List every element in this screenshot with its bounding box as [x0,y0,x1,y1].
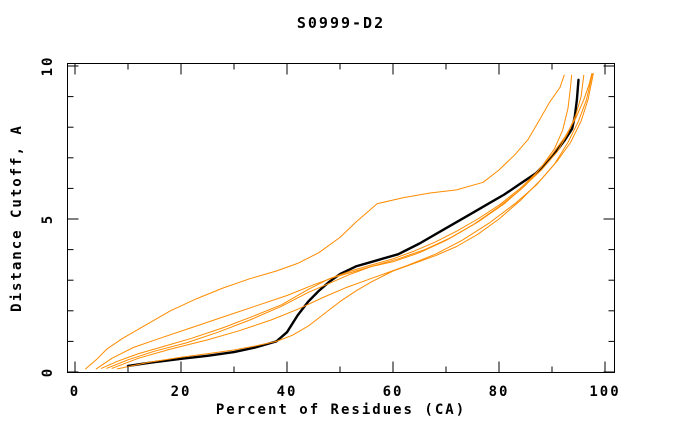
x-tick-label: 0 [70,384,80,400]
curve-orange-2 [101,73,593,369]
curve-orange-6 [95,74,573,370]
curve-orange-4 [111,73,593,369]
y-tick-label: 10 [40,56,56,77]
curve-orange-5 [116,73,594,370]
x-tick-label: 20 [171,384,192,400]
x-tick-label: 60 [383,384,404,400]
y-tick-label: 0 [40,367,56,377]
x-tick-label: 100 [589,384,620,400]
x-tick-label: 80 [489,384,510,400]
x-axis-label: Percent of Residues (CA) [215,402,467,418]
curve-black-model [126,78,580,368]
curves-group [85,73,594,370]
chart-title: S0999-D2 [296,14,386,32]
plot-box [67,63,615,373]
y-tick-label: 5 [40,214,56,224]
x-tick-label: 40 [277,384,298,400]
curve-orange-1 [85,74,565,370]
curve-orange-3 [106,74,585,369]
